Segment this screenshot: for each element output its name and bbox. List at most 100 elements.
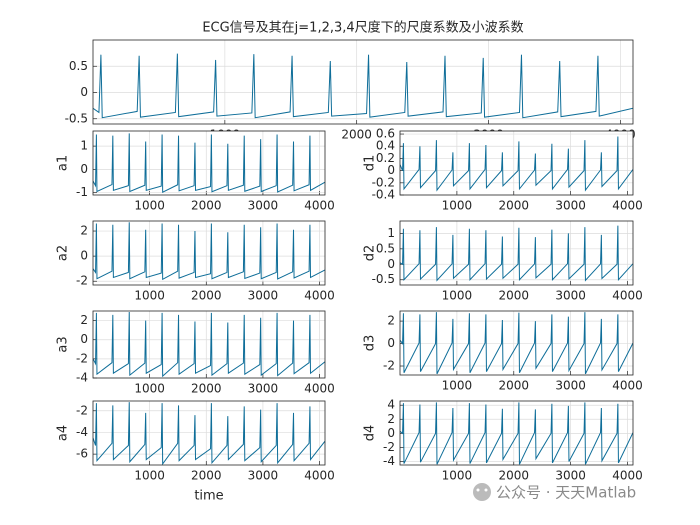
y-tick-label: -2 <box>76 274 88 288</box>
y-axis-label: a2 <box>56 245 71 261</box>
y-tick-label: 0 <box>80 249 88 263</box>
x-tick-label: 4000 <box>304 469 335 483</box>
y-tick-label: 0.6 <box>376 127 395 141</box>
axes-box <box>399 130 634 196</box>
y-axis-label: d4 <box>363 425 378 442</box>
y-tick-label: 0 <box>80 332 88 346</box>
x-tick-label: 2000 <box>191 289 222 303</box>
chart-title: ECG信号及其在j=1,2,3,4尺度下的尺度系数及小波系数 <box>202 20 523 36</box>
x-tick-label: 1000 <box>442 379 473 393</box>
y-tick-label: 0.2 <box>376 151 395 165</box>
y-tick-label: 0 <box>387 257 395 271</box>
axes-box <box>92 400 326 466</box>
signal-line <box>93 53 633 119</box>
x-tick-label: 3000 <box>555 289 586 303</box>
y-tick-label: 0 <box>387 426 395 440</box>
x-tick-label: 1000 <box>442 469 473 483</box>
x-tick-label: 2000 <box>498 469 529 483</box>
axes-background <box>93 40 633 124</box>
x-tick-label: 2000 <box>191 382 222 396</box>
x-tick-label: 1000 <box>134 469 165 483</box>
y-tick-label: -0.5 <box>65 111 88 125</box>
axes-box <box>92 39 634 125</box>
signal-line <box>400 402 633 465</box>
y-tick-label: -4 <box>76 371 88 385</box>
axes-background <box>400 311 633 375</box>
signal-line <box>93 311 325 378</box>
y-axis-label: d1 <box>363 155 378 172</box>
x-tick-label: 2000 <box>498 199 529 213</box>
signal-line <box>93 133 325 194</box>
x-tick-label: 3000 <box>555 199 586 213</box>
y-tick-label: -0.4 <box>372 188 395 202</box>
y-axis-label: d2 <box>363 245 378 262</box>
axes-box <box>92 130 326 196</box>
signal-line <box>93 222 325 281</box>
x-tick-label: 1000 <box>442 289 473 303</box>
y-axis-label: a1 <box>56 155 71 171</box>
axes-background <box>400 401 633 465</box>
x-tick-label: 4000 <box>304 289 335 303</box>
x-tick-label: 4000 <box>612 289 643 303</box>
axes-background <box>400 221 633 285</box>
x-tick-label: 4000 <box>612 469 643 483</box>
x-tick-label: 4000 <box>304 199 335 213</box>
x-tick-label: 2000 <box>341 128 372 142</box>
y-tick-label: 2 <box>387 412 395 426</box>
axes-box <box>92 310 326 379</box>
y-tick-label: 4 <box>387 398 395 412</box>
axes-box <box>399 400 634 466</box>
x-tick-label: 1000 <box>134 289 165 303</box>
y-tick-label: -4 <box>76 425 88 439</box>
axes: 1000 2000 3000 4000 -0.4-0.200.20.40.6 d1 <box>363 127 643 213</box>
axes: 1000200030004000-0.500.5ECG信号及其在j=1,2,3,… <box>65 20 636 142</box>
x-tick-label: 2000 <box>191 199 222 213</box>
y-tick-label: 0 <box>80 162 88 176</box>
x-tick-label: 3000 <box>248 382 279 396</box>
y-tick-label: 0 <box>80 85 88 99</box>
axes: 1000 2000 3000 4000 -6 -4 -2 a4 time <box>56 400 335 504</box>
x-tick-label: 1000 <box>442 199 473 213</box>
y-tick-label: 2 <box>80 313 88 327</box>
y-axis-label: a4 <box>56 425 71 441</box>
axes: 1000 2000 3000 4000 -4 -2 0 2 a3 <box>56 310 335 396</box>
watermark-icon <box>473 483 491 501</box>
x-tick-label: 2000 <box>498 289 529 303</box>
x-tick-label: 3000 <box>248 289 279 303</box>
y-tick-label: -2 <box>76 351 88 365</box>
y-tick-label: -6 <box>76 447 88 461</box>
x-tick-label: 4000 <box>304 382 335 396</box>
x-axis-label: time <box>194 489 223 504</box>
axes-box <box>399 220 634 286</box>
x-tick-label: 4000 <box>612 379 643 393</box>
y-tick-label: -2 <box>383 440 395 454</box>
y-axis-label: d3 <box>363 335 378 352</box>
axes-background <box>93 131 325 195</box>
y-tick-label: -2 <box>76 403 88 417</box>
watermark: 公众号 · 天天Matlab <box>473 483 636 502</box>
y-tick-label: 0.5 <box>376 241 395 255</box>
x-tick-label: 1000 <box>134 199 165 213</box>
axes-box <box>92 220 326 286</box>
watermark-text: 公众号 · 天天Matlab <box>496 484 636 502</box>
x-tick-label: 3000 <box>248 469 279 483</box>
x-tick-label: 2000 <box>498 379 529 393</box>
axes: 1000 2000 3000 4000 -2 0 2 d3 <box>363 310 643 393</box>
watermark-icon-eye <box>484 488 488 492</box>
axes: 1000 2000 3000 4000 -0.50 0.51 d2 <box>363 220 643 303</box>
y-tick-label: -4 <box>383 454 395 468</box>
x-tick-label: 4000 <box>612 199 643 213</box>
axes: 1000 2000 3000 4000 -2 0 2 a2 <box>56 220 335 303</box>
signal-line <box>400 312 633 375</box>
x-tick-label: 3000 <box>555 379 586 393</box>
y-tick-label: -0.5 <box>372 272 395 286</box>
y-tick-label: 0.5 <box>69 59 88 73</box>
signal-line <box>93 402 325 465</box>
y-tick-label: 2 <box>80 224 88 238</box>
y-axis-label: a3 <box>56 336 71 352</box>
y-tick-label: 2 <box>387 314 395 328</box>
y-tick-label: -2 <box>383 359 395 373</box>
y-tick-label: 0.4 <box>376 139 395 153</box>
